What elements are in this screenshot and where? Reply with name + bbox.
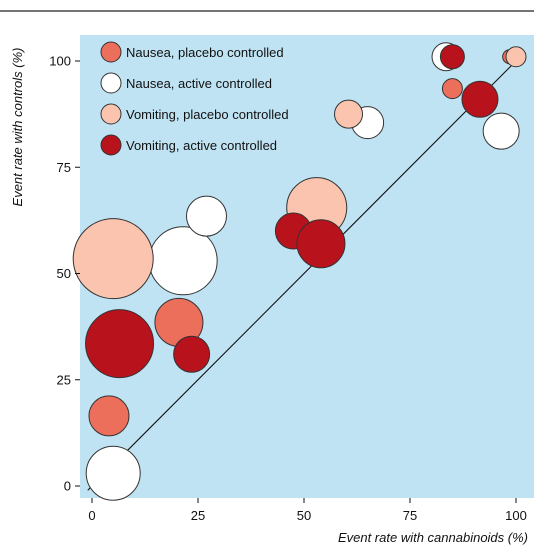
- x-tick-label-25: 25: [191, 508, 205, 523]
- point-s4-6: [461, 80, 499, 118]
- y-tick-label-100: 100: [49, 54, 71, 69]
- point-s3-4: [505, 46, 527, 68]
- point-s2-1: [85, 445, 141, 501]
- point-s3-1: [72, 218, 154, 300]
- y-axis-label: Event rate with controls (%): [10, 48, 25, 207]
- x-tick-label-50: 50: [297, 508, 311, 523]
- legend-label-2: Nausea, active controlled: [126, 76, 272, 91]
- y-tick-label-25: 25: [57, 372, 71, 387]
- legend-label-3: Vomiting, placebo controlled: [126, 107, 289, 122]
- y-tick-label-75: 75: [57, 160, 71, 175]
- axis-ticks: 0 25 50 75 100 0 25 50 75 100: [49, 54, 527, 524]
- point-s4-2: [173, 335, 211, 373]
- y-tick-label-50: 50: [57, 266, 71, 281]
- x-tick-label-100: 100: [505, 508, 527, 523]
- y-tick-label-0: 0: [64, 479, 71, 494]
- legend-label-1: Nausea, placebo controlled: [126, 45, 284, 60]
- point-s2-2: [148, 226, 218, 296]
- point-s2-3: [185, 195, 227, 237]
- point-s1-1: [88, 395, 130, 437]
- legend-marker-2: [100, 72, 122, 94]
- point-s3-3: [334, 99, 364, 129]
- point-s1-3: [441, 78, 463, 100]
- legend-marker-3: [100, 103, 122, 125]
- point-s4-4: [296, 219, 346, 269]
- legend-marker-4: [100, 134, 122, 156]
- point-s4-5: [439, 44, 465, 70]
- x-tick-label-0: 0: [88, 508, 95, 523]
- legend-marker-1: [100, 41, 122, 63]
- x-tick-label-75: 75: [403, 508, 417, 523]
- identity-line: [87, 52, 525, 491]
- x-axis-label: Event rate with cannabinoids (%): [338, 530, 528, 545]
- legend: Nausea, placebo controlled Nausea, active…: [100, 41, 289, 156]
- point-s2-7: [482, 112, 520, 150]
- legend-label-4: Vomiting, active controlled: [126, 138, 277, 153]
- data-points: [72, 42, 527, 501]
- point-s4-1: [85, 309, 155, 379]
